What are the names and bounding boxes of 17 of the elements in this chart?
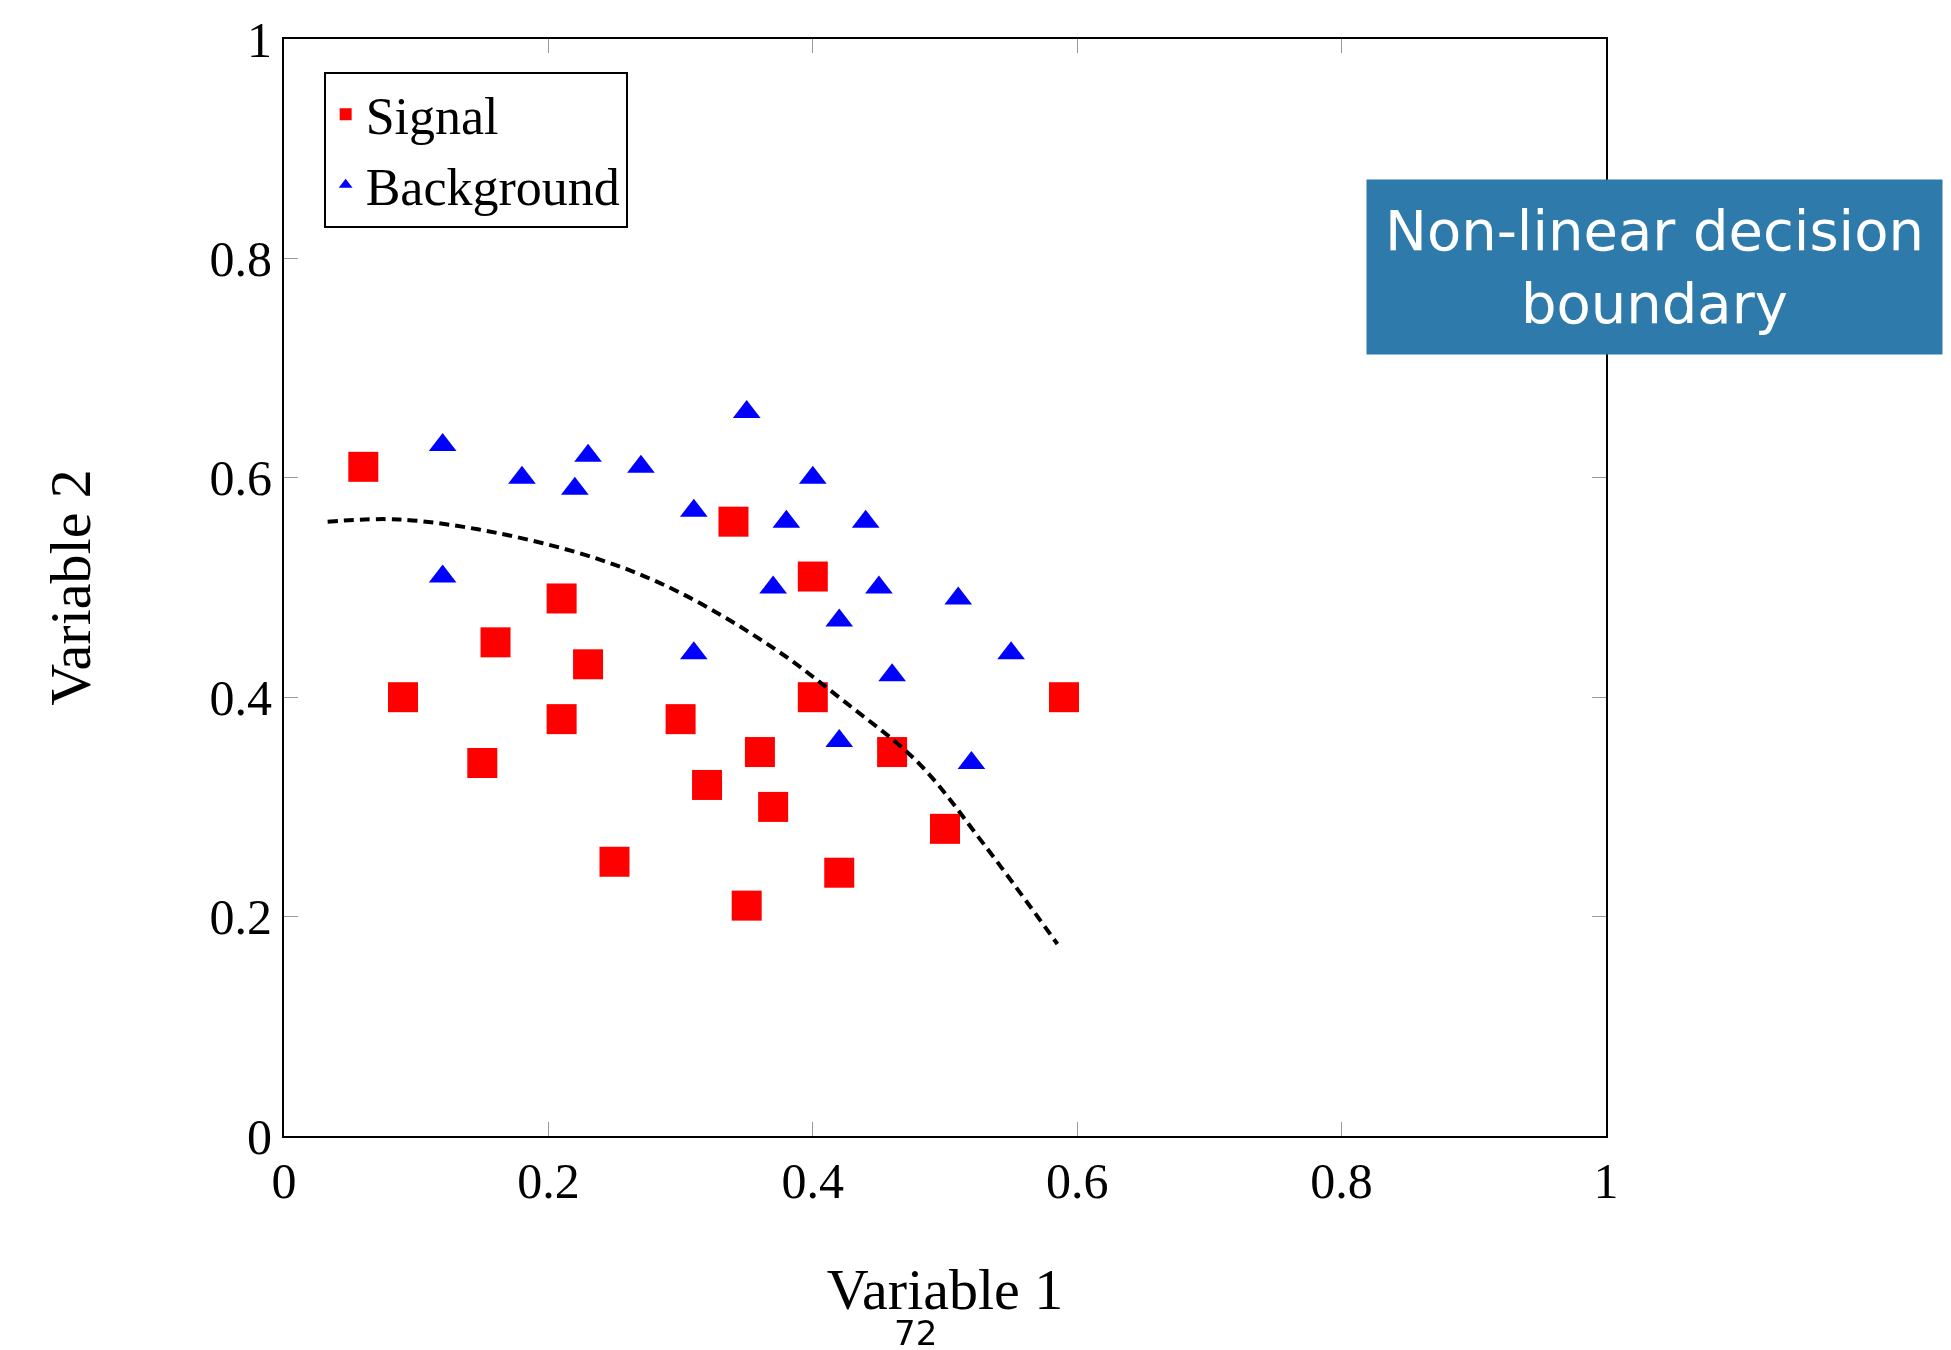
y-tick-label: 0.8 bbox=[209, 230, 272, 287]
y-tick-label: 0.6 bbox=[209, 450, 272, 507]
text: 72 bbox=[894, 1313, 938, 1350]
line-series bbox=[325, 517, 1060, 947]
x-tick-label: 1 bbox=[1593, 1153, 1619, 1209]
x-tick-label: 0.8 bbox=[1310, 1153, 1373, 1209]
annotation: Non-linear decision boundary bbox=[1385, 198, 1924, 336]
y-axis-title: Variable 2 bbox=[38, 469, 104, 706]
y-tick-label: 0.2 bbox=[209, 889, 272, 946]
legend-label: Background bbox=[365, 159, 620, 217]
legend-label: Signal bbox=[365, 88, 499, 146]
x-tick-label: 0.6 bbox=[1045, 1153, 1109, 1209]
x-tick-label: 0.2 bbox=[517, 1153, 580, 1209]
y-tick-label: 0.4 bbox=[209, 669, 272, 726]
y-tick-label: 1 bbox=[247, 11, 272, 68]
y-tick-label: 0 bbox=[247, 1108, 272, 1165]
x-tick-label: 0.4 bbox=[781, 1153, 845, 1209]
